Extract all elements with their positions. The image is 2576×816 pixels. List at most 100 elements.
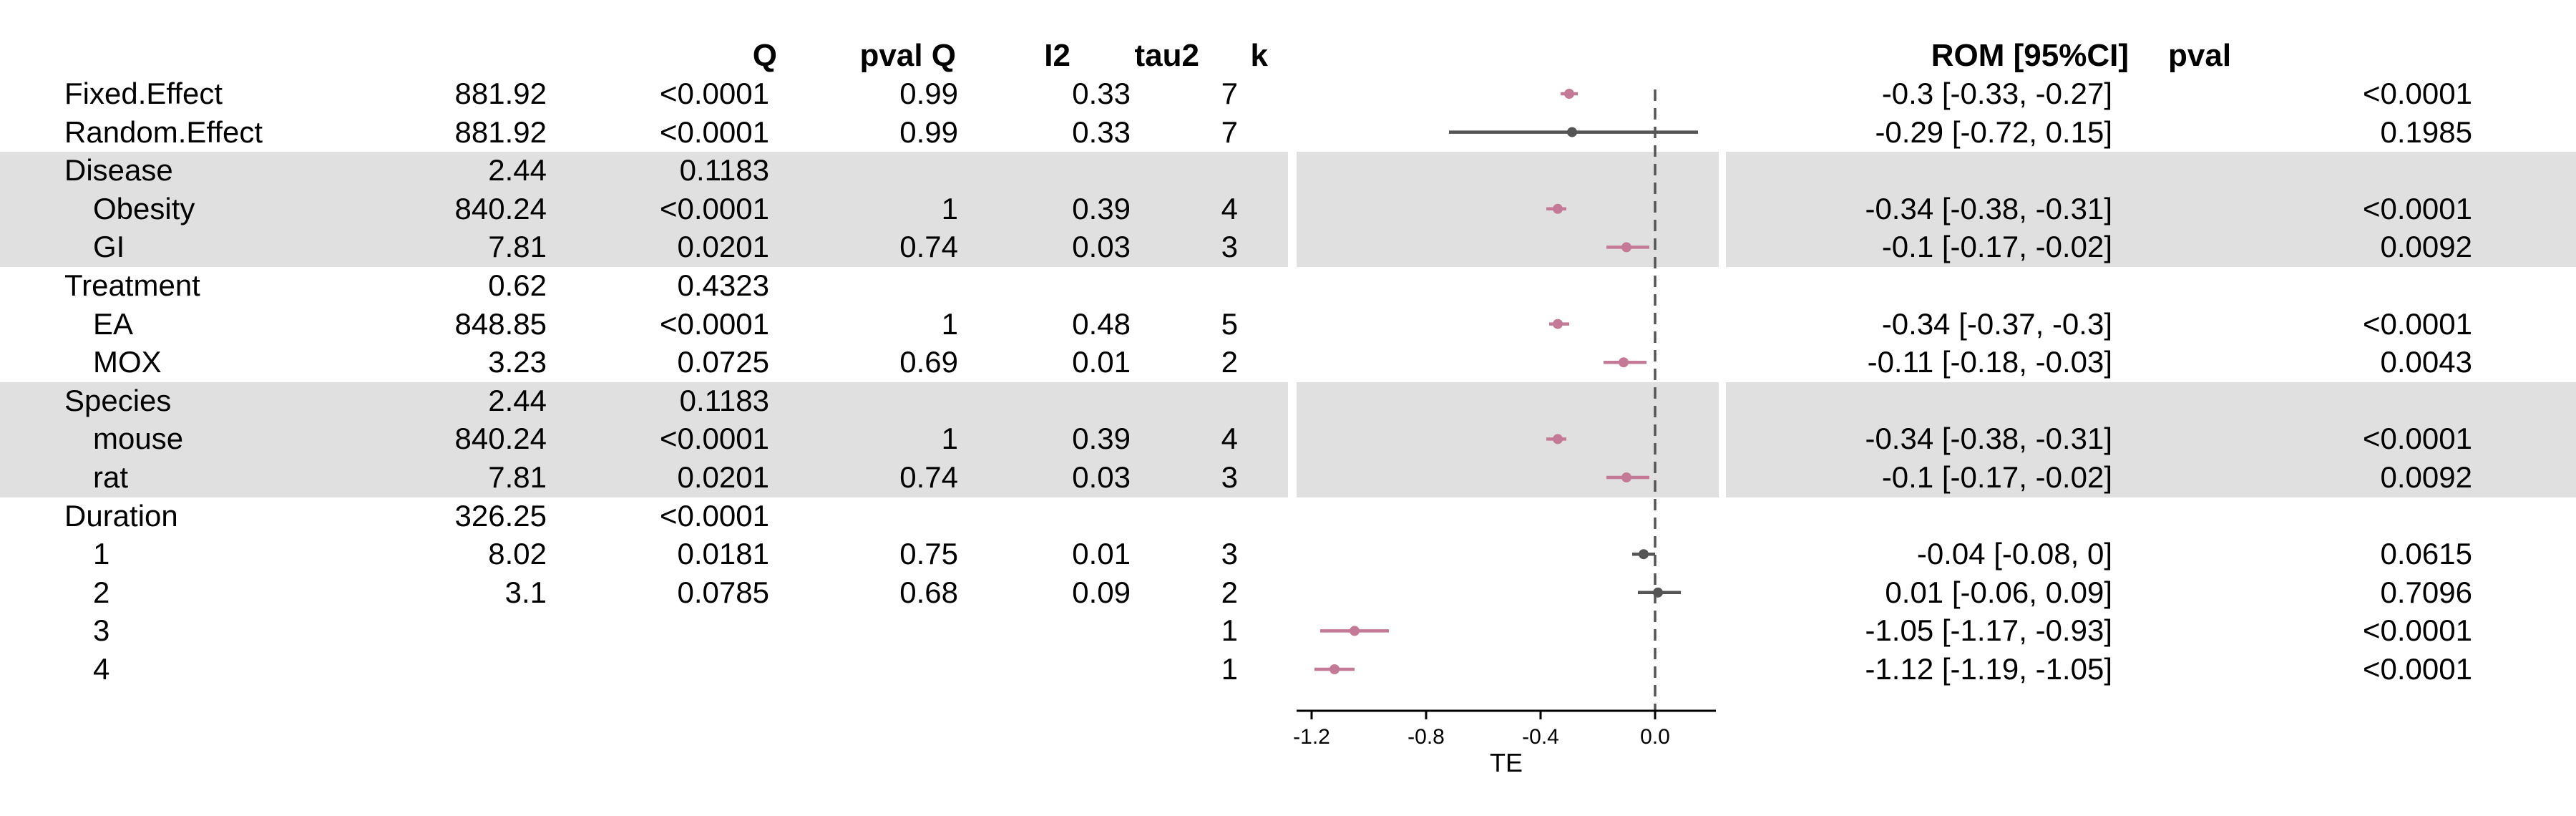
cell-pval: <0.0001 [2363, 422, 2472, 456]
group-band [1726, 382, 2576, 497]
row-label: GI [93, 230, 125, 264]
cell-pval: <0.0001 [2363, 613, 2472, 648]
cell-rom: -0.34 [-0.38, -0.31] [1865, 191, 2112, 225]
cell-rom: -0.3 [-0.33, -0.27] [1881, 77, 2112, 110]
cell-q: 7.81 [488, 460, 547, 494]
cell-pval: <0.0001 [2363, 652, 2472, 686]
cell-i2: 0.99 [899, 77, 958, 110]
cell-pval-q: 0.1183 [679, 383, 769, 417]
cell-pval-q: 0.4323 [677, 268, 769, 302]
cell-pval-q: 0.0785 [677, 575, 769, 609]
cell-q: 2.44 [488, 383, 547, 417]
cell-pval-q: <0.0001 [660, 422, 769, 456]
header-tau2: tau2 [1134, 38, 1199, 73]
cell-k: 7 [1221, 77, 1238, 110]
row-label: Species [64, 383, 172, 417]
cell-i2: 0.75 [899, 537, 958, 571]
row-label: Disease [64, 153, 173, 188]
row-label: Fixed.Effect [64, 77, 223, 110]
point-estimate [1567, 127, 1577, 137]
cell-pval-q: <0.0001 [660, 191, 769, 225]
cell-pval-q: <0.0001 [660, 306, 769, 341]
header-pval-q: pval Q [859, 38, 957, 73]
cell-q: 848.85 [454, 306, 547, 341]
cell-tau2: 0.01 [1072, 345, 1131, 379]
cell-q: 881.92 [454, 77, 547, 110]
cell-pval: <0.0001 [2363, 77, 2472, 110]
header-i2: I2 [1044, 38, 1070, 73]
cell-pval: <0.0001 [2363, 306, 2472, 341]
cell-pval-q: <0.0001 [660, 77, 769, 110]
cell-tau2: 0.03 [1072, 460, 1131, 494]
row-label: mouse [93, 422, 184, 456]
cell-pval-q: 0.0201 [677, 230, 769, 264]
cell-pval: 0.0092 [2380, 230, 2472, 264]
cell-q: 840.24 [454, 191, 547, 225]
header-q: Q [752, 38, 777, 73]
cell-q: 8.02 [488, 537, 547, 571]
point-estimate [1564, 89, 1574, 99]
cell-i2: 1 [941, 191, 958, 225]
row-label: 2 [93, 575, 110, 609]
cell-pval-q: <0.0001 [660, 115, 769, 149]
cell-i2: 0.69 [899, 345, 958, 379]
cell-pval: 0.7096 [2380, 575, 2472, 609]
x-tick-label: -1.2 [1293, 725, 1330, 749]
cell-rom: -0.29 [-0.72, 0.15] [1875, 115, 2112, 149]
cell-pval: 0.1985 [2380, 115, 2472, 149]
cell-k: 2 [1221, 345, 1238, 379]
cell-k: 7 [1221, 115, 1238, 149]
cell-tau2: 0.01 [1072, 537, 1131, 571]
cell-pval: 0.0043 [2380, 345, 2472, 379]
row-label: Obesity [93, 191, 195, 225]
cell-pval-q: 0.0725 [677, 345, 769, 379]
cell-q: 326.25 [454, 498, 547, 533]
row-label: Duration [64, 498, 178, 533]
point-estimate [1553, 434, 1563, 445]
cell-rom: 0.01 [-0.06, 0.09] [1885, 575, 2112, 609]
cell-i2: 1 [941, 306, 958, 341]
cell-rom: -1.05 [-1.17, -0.93] [1865, 613, 2112, 648]
cell-k: 2 [1221, 575, 1238, 609]
cell-q: 881.92 [454, 115, 547, 149]
cell-pval: 0.0615 [2380, 537, 2472, 571]
cell-k: 3 [1221, 537, 1238, 571]
cell-i2: 0.68 [899, 575, 958, 609]
point-estimate [1553, 203, 1563, 214]
row-label: 3 [93, 613, 110, 648]
row-label: 1 [93, 537, 110, 571]
cell-rom: -0.11 [-0.18, -0.03] [1867, 345, 2112, 379]
cell-q: 840.24 [454, 422, 547, 456]
x-tick-label: -0.8 [1407, 725, 1445, 749]
cell-i2: 1 [941, 422, 958, 456]
cell-k: 1 [1221, 613, 1238, 648]
cell-q: 2.44 [488, 153, 547, 188]
cell-q: 3.23 [488, 345, 547, 379]
x-tick-label: 0.0 [1640, 725, 1670, 749]
cell-k: 3 [1221, 460, 1238, 494]
x-axis-title: TE [1490, 748, 1523, 777]
row-label: 4 [93, 652, 110, 686]
cell-pval-q: <0.0001 [660, 498, 769, 533]
header-k: k [1250, 38, 1268, 73]
cell-rom: -0.1 [-0.17, -0.02] [1881, 460, 2112, 494]
cell-pval-q: 0.0181 [677, 537, 769, 571]
point-estimate [1621, 472, 1631, 482]
cell-pval-q: 0.0201 [677, 460, 769, 494]
cell-tau2: 0.39 [1072, 191, 1131, 225]
cell-tau2: 0.48 [1072, 306, 1131, 341]
cell-tau2: 0.33 [1072, 115, 1131, 149]
cell-rom: -0.34 [-0.37, -0.3] [1881, 306, 2112, 341]
row-label: MOX [93, 345, 162, 379]
cell-i2: 0.74 [899, 460, 958, 494]
cell-pval: 0.0092 [2380, 460, 2472, 494]
point-estimate [1350, 626, 1360, 636]
cell-i2: 0.74 [899, 230, 958, 264]
row-label: EA [93, 306, 134, 341]
cell-k: 4 [1221, 191, 1238, 225]
row-label: rat [93, 460, 129, 494]
cell-rom: -0.04 [-0.08, 0] [1916, 537, 2112, 571]
point-estimate [1553, 319, 1563, 329]
